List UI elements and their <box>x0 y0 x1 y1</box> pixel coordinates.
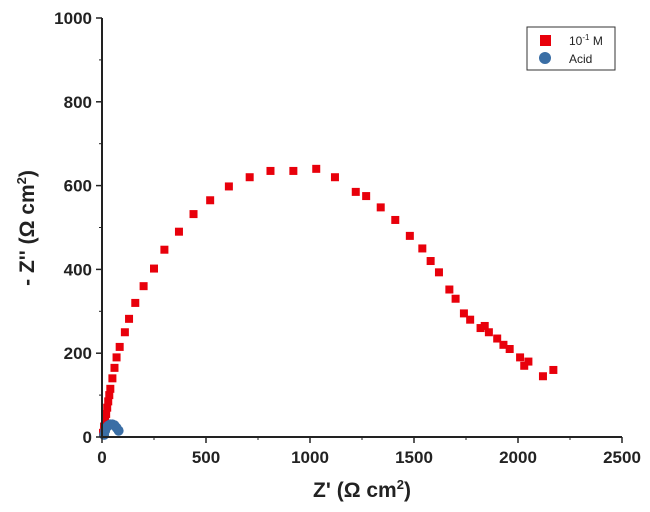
data-point-series-1 <box>330 173 339 182</box>
data-point-series-1 <box>549 365 558 374</box>
data-point-series-1 <box>189 210 198 219</box>
legend-marker-circle <box>539 52 551 64</box>
data-point-series-1 <box>459 309 468 318</box>
data-point-series-1 <box>351 187 360 196</box>
x-tick-label: 0 <box>97 448 106 467</box>
x-tick-label: 1500 <box>395 448 433 467</box>
legend-label-series-1: 10-1 M <box>569 33 603 48</box>
data-point-series-1 <box>120 328 129 337</box>
y-axis-label: - Z'' (Ω cm2) <box>14 170 39 286</box>
data-point-series-1 <box>101 416 110 425</box>
data-point-series-1 <box>524 357 533 366</box>
data-point-series-1 <box>484 328 493 337</box>
data-point-series-1 <box>103 403 112 412</box>
y-tick-label: 1000 <box>54 9 92 28</box>
data-point-series-1 <box>426 257 435 266</box>
data-point-series-1 <box>102 409 111 418</box>
data-point-series-1 <box>224 182 233 191</box>
data-point-series-1 <box>445 285 454 294</box>
data-point-series-1 <box>434 268 443 277</box>
data-point-series-1 <box>538 372 547 381</box>
data-point-series-1 <box>480 321 489 330</box>
data-point-series-1 <box>312 164 321 173</box>
y-tick-label: 800 <box>64 93 92 112</box>
data-point-series-1 <box>391 215 400 224</box>
y-tick-label: 200 <box>64 344 92 363</box>
data-point-series-1 <box>206 196 215 205</box>
data-point-series-1 <box>520 361 529 370</box>
y-tick-label: 0 <box>83 428 92 447</box>
legend-label-series-2: Acid <box>569 52 592 66</box>
data-point-series-1 <box>160 245 169 254</box>
x-tick-label: 2500 <box>603 448 641 467</box>
data-point-series-1 <box>104 397 113 406</box>
legend: 10-1 M Acid <box>526 26 616 71</box>
data-point-series-1 <box>499 340 508 349</box>
data-point-series-1 <box>112 353 121 362</box>
x-tick-label: 1000 <box>291 448 329 467</box>
data-point-series-1 <box>516 353 525 362</box>
data-point-series-1 <box>505 345 514 354</box>
data-point-series-1 <box>493 334 502 343</box>
x-tick-label: 500 <box>192 448 220 467</box>
x-axis-label: Z' (Ω cm2) <box>313 477 411 502</box>
data-point-series-1 <box>108 374 117 383</box>
data-point-series-1 <box>110 363 119 372</box>
data-point-series-1 <box>174 227 183 236</box>
y-tick-label: 600 <box>64 177 92 196</box>
data-point-series-1 <box>150 264 158 273</box>
legend-box <box>526 26 616 71</box>
data-point-series-1 <box>125 314 134 323</box>
data-point-series-1 <box>105 391 114 400</box>
x-tick-label: 2000 <box>499 448 537 467</box>
data-point-series-1 <box>106 384 115 393</box>
data-point-series-1 <box>362 192 371 201</box>
data-point-series-2 <box>113 425 124 436</box>
data-point-series-1 <box>466 315 475 324</box>
y-tick-label: 400 <box>64 260 92 279</box>
data-point-series-1 <box>245 173 254 182</box>
legend-marker-square <box>540 35 551 46</box>
data-point-series-1 <box>451 294 460 303</box>
data-point-series-1 <box>476 324 485 333</box>
data-point-series-1 <box>266 166 275 175</box>
data-point-series-1 <box>131 298 140 307</box>
data-point-series-1 <box>405 231 414 240</box>
data-point-series-1 <box>418 244 427 253</box>
data-point-series-1 <box>139 282 148 291</box>
data-point-series-1 <box>289 166 298 175</box>
data-point-series-1 <box>115 342 124 351</box>
data-point-series-1 <box>376 203 385 212</box>
